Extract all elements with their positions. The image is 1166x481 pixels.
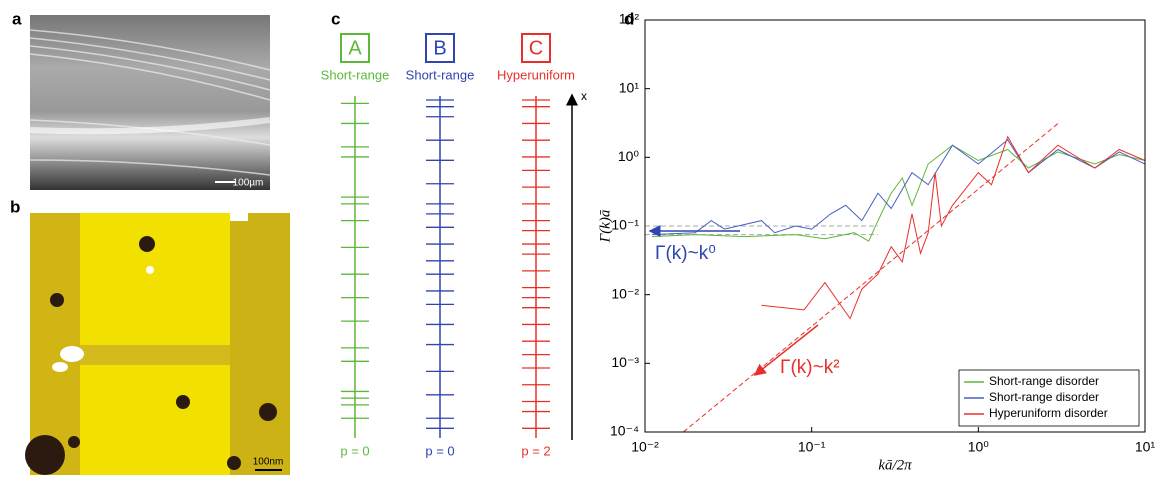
scale-bar-label: 100µm [233, 178, 264, 189]
panel-label: a [12, 9, 22, 28]
x-tick-label: 10⁰ [968, 439, 990, 455]
p-label: p = 2 [521, 443, 550, 458]
column-letter: A [348, 37, 362, 59]
panel-c: A Short-range p = 0 B Short-range p = 0 C Hyper… [321, 33, 575, 458]
panel-label: b [10, 197, 20, 216]
scale-bar-label: 100nm [253, 457, 284, 468]
guide-line [683, 123, 1059, 433]
micrograph-a [29, 15, 271, 190]
y-tick-label: 10⁻² [611, 285, 639, 301]
legend-label: Short-range disorder [989, 390, 1099, 404]
letter-box [425, 33, 455, 63]
panel-label: c [331, 9, 340, 28]
axis-label: x [581, 89, 587, 103]
panel-label: d [624, 9, 634, 28]
x-tick-label: 10¹ [1135, 439, 1156, 455]
y-tick-label: 10⁻³ [611, 354, 639, 370]
x-tick-label: 10⁻¹ [798, 439, 826, 455]
y-tick-label: 10⁰ [618, 148, 640, 164]
column-name: Short-range [321, 67, 390, 82]
annotation: Γ(k)~k⁰ [655, 243, 716, 264]
column-name: Short-range [406, 67, 475, 82]
letter-box [521, 33, 551, 63]
micrograph-b [25, 213, 290, 475]
y-tick-label: 10⁻⁴ [610, 423, 639, 439]
plot-frame [644, 19, 1146, 433]
series-line [651, 139, 1146, 236]
y-tick-label: 10² [619, 11, 640, 27]
annotation: Γ(k)~k² [780, 357, 840, 378]
series-line [651, 144, 1146, 242]
panel-d: 10⁻² 10⁻¹ 10⁰ 10¹ 10⁻⁴ 10⁻³ 10⁻² 10⁻¹ 10⁰ 10¹ 10² k… [597, 11, 1155, 474]
legend-label: Hyperuniform disorder [989, 406, 1108, 420]
x-tick-label: 10⁻² [631, 439, 659, 455]
legend-box [958, 369, 1140, 427]
column-letter: B [433, 37, 446, 59]
column-letter: C [529, 37, 543, 59]
x-axis-label: kā/2π [878, 457, 912, 473]
letter-box [340, 33, 370, 63]
y-axis-label: Γ(k)ā [597, 209, 613, 243]
annotation-arrow [753, 324, 819, 376]
y-tick-label: 10¹ [619, 79, 640, 95]
p-label: p = 0 [340, 443, 369, 458]
legend-label: Short-range disorder [989, 374, 1099, 388]
p-label: p = 0 [425, 443, 454, 458]
column-name: Hyperuniform [497, 67, 575, 82]
y-tick-label: 10⁻¹ [611, 217, 639, 233]
series-line [761, 135, 1146, 320]
